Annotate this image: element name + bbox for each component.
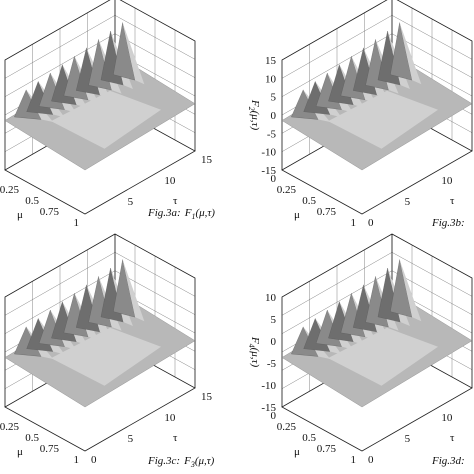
mu-tick-label: 0.75 [40, 443, 60, 455]
caption-args: (μ,τ) [195, 207, 215, 219]
mu-tick-label: 0.25 [277, 184, 297, 196]
y-label-sub: 2 [247, 107, 256, 111]
tau-tick-label: 0 [368, 454, 374, 466]
tau-axis-label: τ [450, 195, 455, 207]
caption: Fig.3d: [431, 455, 465, 467]
y-tick-label: -15 [261, 402, 276, 414]
tau-tick-label: 5 [405, 433, 411, 445]
y-tick-label: -10 [261, 147, 276, 159]
y-tick-label: 5 [271, 92, 277, 104]
mu-axis-label: μ [294, 446, 300, 458]
y-tick-label: -5 [267, 358, 277, 370]
surface-peak-light [122, 259, 145, 322]
mu-tick-label: 1 [74, 454, 80, 466]
surface-peak-light [399, 22, 422, 85]
caption-func: F [184, 207, 192, 219]
surface-peak-light [351, 56, 376, 104]
mu-tick-label: 1 [351, 454, 357, 466]
surface-peak-light [399, 259, 422, 322]
mu-tick-label: 0.5 [25, 432, 39, 444]
caption-fig: Fig.3d: [431, 455, 465, 467]
y-tick-label: -10 [261, 380, 276, 392]
y-axis-label: F4(μ,τ) [247, 336, 261, 368]
y-tick-label: -5 [267, 128, 277, 140]
tau-tick-label: 15 [201, 154, 213, 166]
caption-sub: 1 [191, 212, 195, 221]
caption-func: F [183, 455, 191, 467]
y-label-sub: 4 [247, 344, 256, 348]
mu-tick-label: 0.5 [302, 195, 316, 207]
axis-box [4, 0, 196, 170]
surface-shade [51, 90, 161, 149]
mu-axis-label: μ [17, 446, 23, 458]
caption: Fig.3c: F3(μ,τ) [147, 455, 215, 469]
tau-tick-label: 10 [164, 175, 176, 187]
y-tick-label: 5 [271, 314, 277, 326]
y-tick-label: 0 [271, 110, 277, 122]
tau-tick-label: 0 [368, 217, 374, 229]
tau-tick-label: 10 [441, 412, 453, 424]
y-tick-label: -15 [261, 165, 276, 177]
axis-box [281, 0, 473, 170]
caption: Fig.3a: F1(μ,τ) [147, 207, 215, 221]
caption-fig: Fig.3c: [147, 455, 180, 467]
tau-tick-label: 10 [441, 175, 453, 187]
caption-args: (μ,τ) [195, 455, 215, 467]
mu-tick-label: 0 [271, 410, 277, 422]
caption-fig: Fig.3a: [147, 207, 181, 219]
surface-peak-light [351, 293, 376, 341]
mu-tick-label: 1 [351, 217, 357, 229]
mu-tick-label: 0.75 [317, 443, 337, 455]
surface-peak-light [122, 22, 145, 85]
y-label-func: F [249, 99, 261, 107]
panel: 0.25 0.50.75 1 μ 0 5 10 15 τ Fig.3c: F3(μ,τ) [0, 233, 215, 469]
y-tick-label: 10 [265, 73, 277, 85]
mu-axis-label: μ [294, 209, 300, 221]
tau-tick-label: 15 [201, 391, 213, 403]
mu-axis-label: μ [17, 209, 23, 221]
mu-tick-label: 0.25 [0, 184, 20, 196]
mu-tick-label: 0.75 [317, 206, 337, 218]
tau-axis-label: τ [173, 195, 178, 207]
y-tick-label: 15 [265, 55, 277, 67]
y-tick-label: 10 [265, 292, 277, 304]
tau-tick-label: 10 [164, 412, 176, 424]
y-label-func: F [249, 336, 261, 344]
y-tick-label: 0 [271, 336, 277, 348]
caption-sub: 3 [190, 460, 195, 469]
mu-tick-label: 0.5 [302, 432, 316, 444]
surface-shade [328, 327, 438, 386]
mu-tick-label: 1 [74, 217, 80, 229]
mu-tick-label: 0.25 [277, 421, 297, 433]
mu-tick-label: 0.75 [40, 206, 60, 218]
surface-shade [328, 90, 438, 149]
mu-tick-label: 0 [271, 173, 277, 185]
tau-axis-label: τ [173, 432, 178, 444]
tau-tick-label: 5 [128, 196, 134, 208]
panel: 151050-5-10-15F2(μ,τ)00.250.50.751μ0510τ… [247, 0, 473, 229]
tau-tick-label: 5 [128, 433, 134, 445]
mu-tick-label: 0.25 [0, 421, 20, 433]
mu-tick-label: 0.5 [25, 195, 39, 207]
tau-axis-label: τ [450, 432, 455, 444]
y-label-args: (μ,τ) [249, 348, 261, 368]
y-label-args: (μ,τ) [249, 111, 261, 131]
tau-tick-label: 0 [91, 454, 97, 466]
surface-shade [51, 327, 161, 386]
panel: 1050-5-10-15F4(μ,τ)00.250.50.751μ0510τFi… [247, 233, 473, 467]
y-axis-label: F2(μ,τ) [247, 99, 261, 131]
caption-fig: Fig.3b: [431, 217, 465, 229]
tau-tick-label: 5 [405, 196, 411, 208]
caption: Fig.3b: [431, 217, 465, 229]
